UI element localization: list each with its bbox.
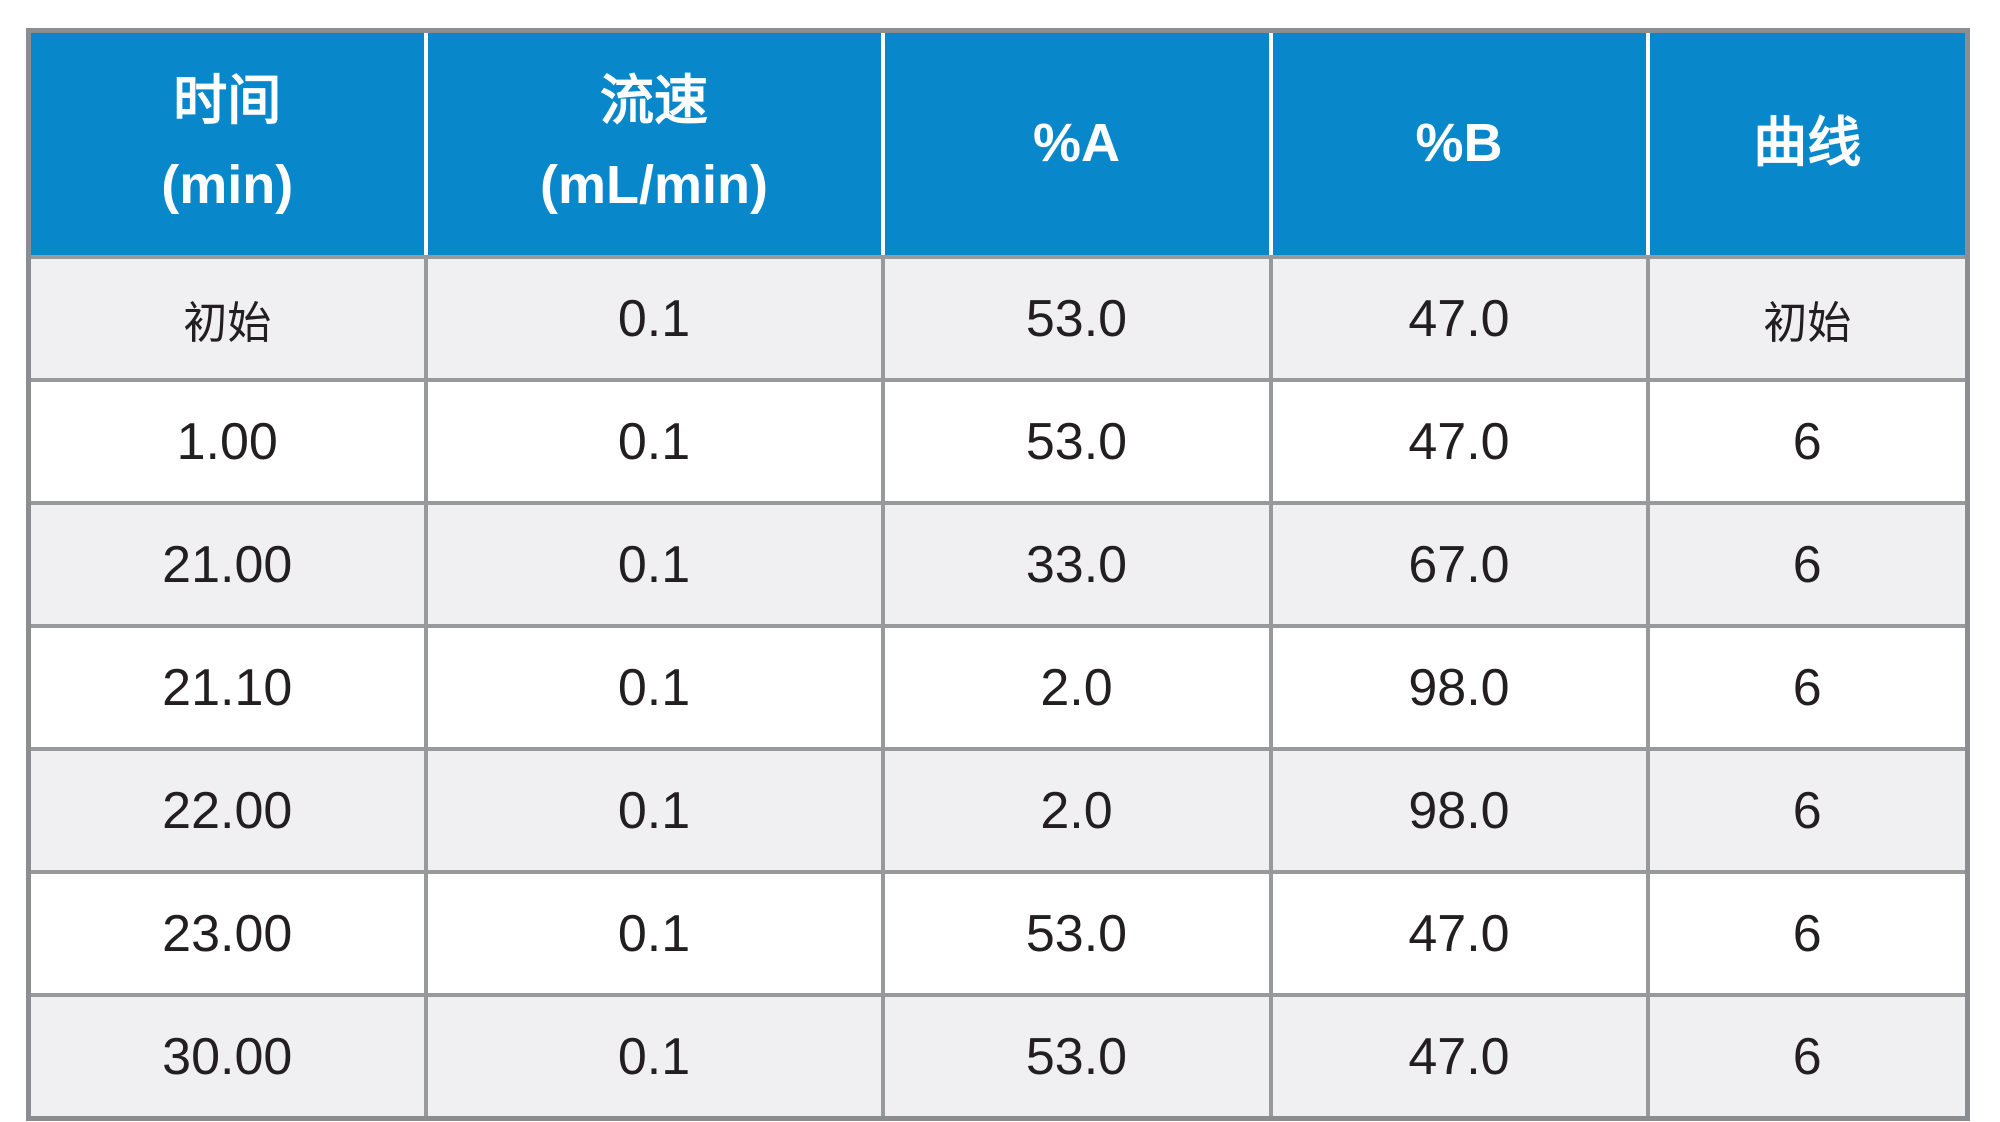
cell-flow-rate: 0.1 [423,378,883,503]
cell-flow-rate: 0.1 [423,624,883,749]
header-percent-a-title: %A [1032,113,1120,174]
header-flow-rate: 流速 (mL/min) [423,30,883,259]
table-row: 21.10 0.1 2.0 98.0 6 [28,624,1968,749]
cell-percent-b: 47.0 [1268,993,1648,1119]
cell-flow-rate: 0.1 [423,747,883,872]
table-row: 初始 0.1 53.0 47.0 初始 [28,257,1968,380]
cell-time: 22.00 [28,747,426,872]
gradient-method-table: 时间 (min) 流速 (mL/min) %A %B 曲线 [26,28,1970,1121]
cell-percent-a: 2.0 [880,624,1271,749]
cell-percent-a: 53.0 [880,993,1271,1119]
cell-curve: 6 [1645,378,1968,503]
cell-percent-a: 53.0 [880,257,1271,380]
header-time: 时间 (min) [28,30,426,259]
table-header: 时间 (min) 流速 (mL/min) %A %B 曲线 [28,30,1968,259]
cell-curve: 6 [1645,870,1968,995]
cell-time: 23.00 [28,870,426,995]
header-flow-rate-title: 流速 [600,71,708,132]
cell-percent-a: 53.0 [880,378,1271,503]
cell-time: 30.00 [28,993,426,1119]
cell-time: 21.00 [28,501,426,626]
cell-percent-a: 53.0 [880,870,1271,995]
header-curve-title: 曲线 [1753,113,1862,174]
header-percent-b-title: %B [1415,113,1503,174]
cell-curve: 初始 [1645,257,1968,380]
cell-percent-b: 47.0 [1268,257,1648,380]
cell-percent-b: 98.0 [1268,624,1648,749]
cell-percent-b: 67.0 [1268,501,1648,626]
cell-time: 21.10 [28,624,426,749]
header-percent-a: %A [880,30,1271,259]
cell-curve: 6 [1645,993,1968,1119]
cell-curve: 6 [1645,747,1968,872]
table-row: 1.00 0.1 53.0 47.0 6 [28,378,1968,503]
header-curve: 曲线 [1645,30,1968,259]
cell-percent-a: 2.0 [880,747,1271,872]
header-flow-rate-unit: (mL/min) [540,155,768,215]
header-percent-b: %B [1268,30,1648,259]
table-row: 30.00 0.1 53.0 47.0 6 [28,993,1968,1119]
cell-time: 初始 [28,257,426,380]
cell-flow-rate: 0.1 [423,870,883,995]
cell-flow-rate: 0.1 [423,993,883,1119]
cell-curve: 6 [1645,624,1968,749]
cell-percent-a: 33.0 [880,501,1271,626]
header-row: 时间 (min) 流速 (mL/min) %A %B 曲线 [28,30,1968,259]
cell-percent-b: 47.0 [1268,378,1648,503]
cell-percent-b: 47.0 [1268,870,1648,995]
table-row: 21.00 0.1 33.0 67.0 6 [28,501,1968,626]
header-time-title: 时间 [173,71,282,132]
cell-percent-b: 98.0 [1268,747,1648,872]
cell-flow-rate: 0.1 [423,501,883,626]
table-body: 初始 0.1 53.0 47.0 初始 1.00 0.1 53.0 47.0 6… [28,257,1968,1119]
cell-flow-rate: 0.1 [423,257,883,380]
table-row: 23.00 0.1 53.0 47.0 6 [28,870,1968,995]
cell-time: 1.00 [28,378,426,503]
header-time-unit: (min) [161,155,294,215]
cell-curve: 6 [1645,501,1968,626]
table-row: 22.00 0.1 2.0 98.0 6 [28,747,1968,872]
